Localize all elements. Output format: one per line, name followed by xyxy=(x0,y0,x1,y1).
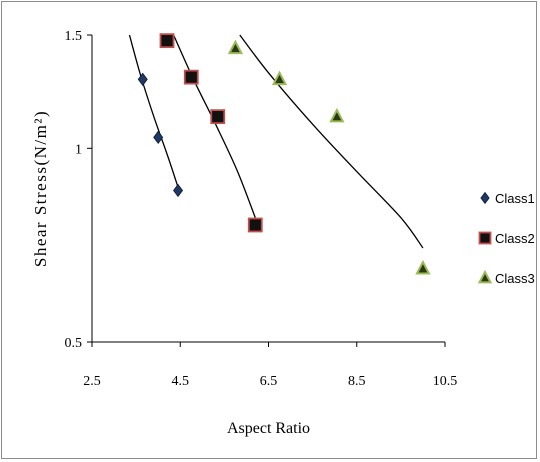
axes xyxy=(87,34,446,347)
point-class1 xyxy=(137,72,148,86)
point-class3 xyxy=(271,70,288,86)
legend-label-class3: Class3 xyxy=(495,271,535,286)
point-class1 xyxy=(153,130,164,145)
tick-labels: 2.5 4.5 6.5 8.5 10.5 0.5 1 1.5 xyxy=(65,29,458,389)
y-axis-title: Shear Stress(N/m²) xyxy=(31,110,50,267)
y-tick-label: 1.5 xyxy=(65,29,83,44)
legend: Class1 Class2 Class3 xyxy=(477,191,535,286)
x-tick-label: 8.5 xyxy=(348,374,366,389)
point-class1 xyxy=(173,183,184,198)
legend-marker-class1 xyxy=(480,191,490,205)
point-class2 xyxy=(183,69,199,85)
point-class3 xyxy=(329,107,345,123)
y-tick-label: 1 xyxy=(75,142,82,157)
legend-marker-class2 xyxy=(478,231,492,245)
point-class3 xyxy=(227,39,244,55)
legend-label-class2: Class2 xyxy=(495,231,535,246)
x-tick-label: 6.5 xyxy=(260,374,278,389)
legend-label-class1: Class1 xyxy=(495,191,535,206)
legend-marker-class3 xyxy=(477,269,493,284)
trendline-class2 xyxy=(173,34,256,218)
point-class2 xyxy=(159,33,175,49)
trendline-class3 xyxy=(239,34,424,249)
point-class2 xyxy=(210,109,226,125)
trendlines xyxy=(128,34,424,249)
legend-item-class1: Class1 xyxy=(480,191,535,206)
legend-item-class3: Class3 xyxy=(477,269,535,286)
x-tick-label: 2.5 xyxy=(83,374,101,389)
x-axis-title: Aspect Ratio xyxy=(227,420,310,437)
point-class2 xyxy=(247,217,263,233)
data-points xyxy=(137,33,431,275)
x-tick-label: 4.5 xyxy=(172,374,190,389)
y-tick-label: 0.5 xyxy=(65,336,83,351)
trendline-class1 xyxy=(128,34,179,188)
legend-item-class2: Class2 xyxy=(478,231,535,246)
point-class3 xyxy=(415,259,431,275)
x-tick-label: 10.5 xyxy=(433,374,458,389)
